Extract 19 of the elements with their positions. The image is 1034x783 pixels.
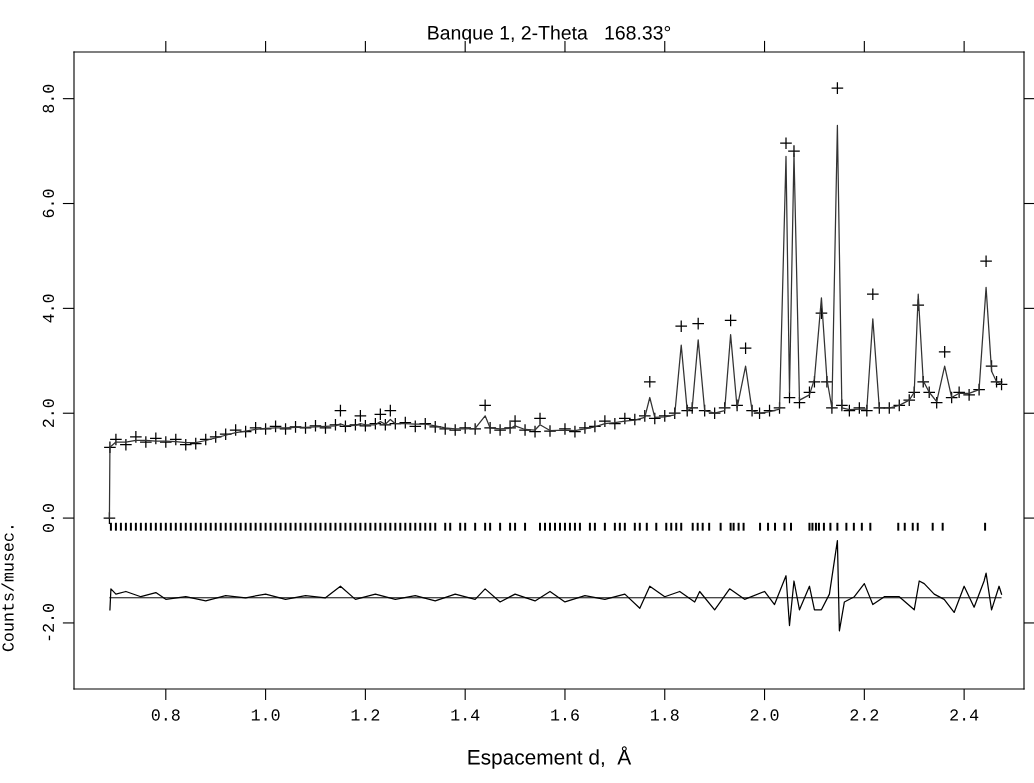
x-tick-label: 1.2 — [351, 709, 380, 721]
y-tick-label: 4.0 — [42, 294, 55, 323]
x-axis-title: Espacement d, Å — [468, 746, 632, 769]
line-series — [109, 540, 1003, 632]
x-tick-label: 2.2 — [850, 709, 879, 721]
x-tick-label: 0.8 — [151, 709, 180, 721]
y-tick-label: 0.0 — [42, 504, 55, 533]
x-tick-label: 1.4 — [451, 709, 480, 721]
x-tick-label: 1.0 — [251, 709, 280, 721]
y-tick-label: 8.0 — [42, 84, 55, 113]
chart-title: Banque 1, 2-Theta 168.33° — [428, 25, 671, 44]
y-axis-title: Counts/musec. — [1, 526, 14, 652]
x-tick-label: 2.4 — [950, 709, 979, 721]
y-tick-label: 6.0 — [42, 189, 55, 218]
x-tick-label: 1.6 — [551, 709, 579, 721]
y-tick-label: -2.0 — [42, 603, 55, 641]
y-tick-label: 2.0 — [42, 399, 55, 428]
x-tick-label: 2.0 — [750, 709, 779, 721]
x-tick-label: 1.8 — [650, 709, 679, 721]
